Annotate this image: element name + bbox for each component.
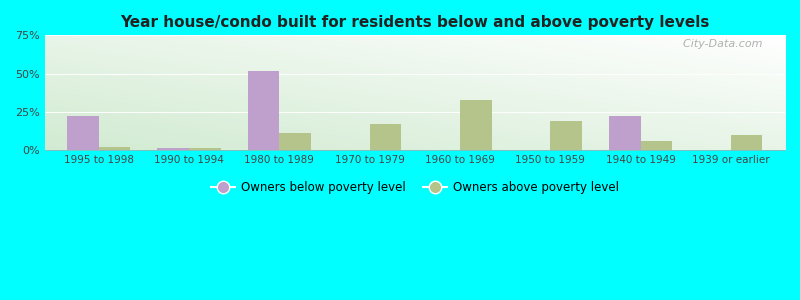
Bar — [189, 148, 221, 150]
Bar — [609, 116, 641, 150]
Bar — [158, 148, 189, 150]
Legend: Owners below poverty level, Owners above poverty level: Owners below poverty level, Owners above… — [206, 177, 623, 199]
Bar — [550, 121, 582, 150]
Bar — [731, 135, 762, 150]
Bar — [460, 100, 491, 150]
Bar — [279, 133, 311, 150]
Bar — [98, 147, 130, 150]
Title: Year house/condo built for residents below and above poverty levels: Year house/condo built for residents bel… — [120, 15, 710, 30]
Bar — [67, 116, 98, 150]
Bar — [248, 70, 279, 150]
Bar — [641, 141, 672, 150]
Text: City-Data.com: City-Data.com — [676, 39, 762, 49]
Bar — [370, 124, 402, 150]
